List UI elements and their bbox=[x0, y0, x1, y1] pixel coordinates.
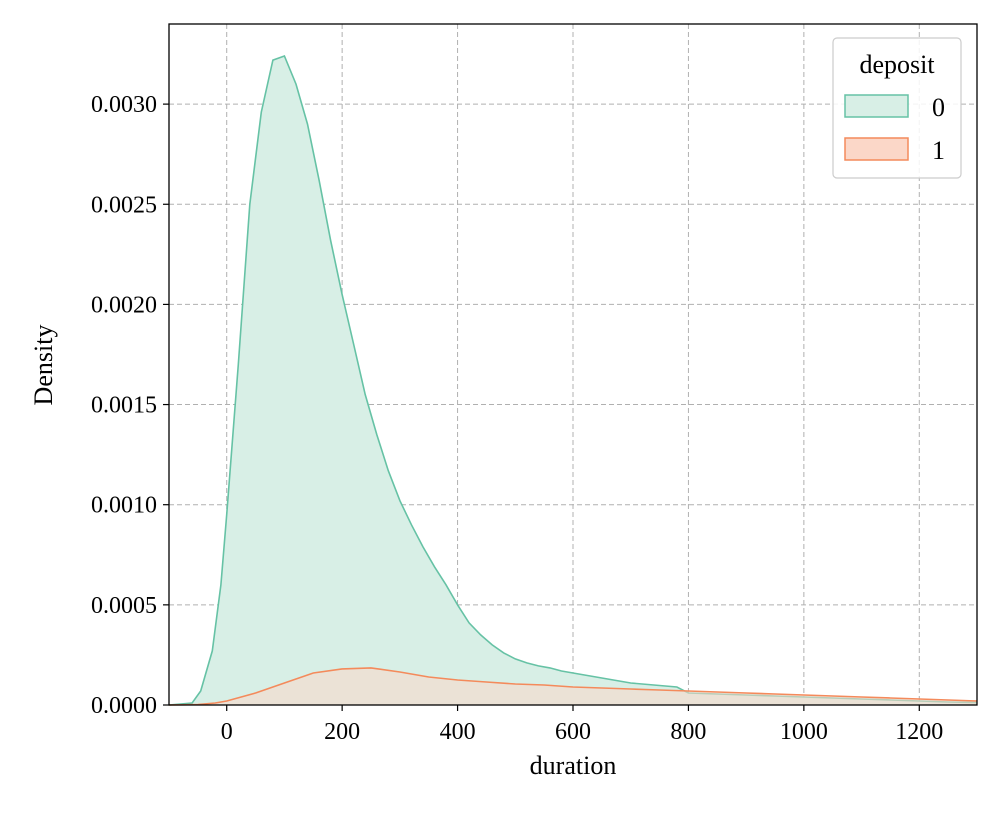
y-tick-label-6: 0.0030 bbox=[91, 92, 157, 118]
legend-swatch-1 bbox=[844, 137, 909, 161]
density-areas bbox=[168, 54, 978, 706]
x-tick-label-2: 400 bbox=[440, 719, 476, 745]
y-tick-label-0: 0.0000 bbox=[91, 693, 157, 719]
x-axis-ticks: 0 200 400 600 800 1000 1200 bbox=[221, 705, 943, 745]
legend-label-0: 0 bbox=[932, 93, 945, 122]
legend: deposit 0 1 bbox=[832, 37, 962, 179]
x-tick-label-5: 1000 bbox=[780, 719, 828, 745]
x-tick-label-3: 600 bbox=[555, 719, 591, 745]
x-tick-label-6: 1200 bbox=[895, 719, 943, 745]
y-axis-label: Density bbox=[29, 325, 58, 406]
y-tick-label-2: 0.0010 bbox=[91, 493, 157, 519]
density-fill-1 bbox=[169, 667, 977, 705]
y-tick-label-3: 0.0015 bbox=[91, 393, 157, 419]
x-tick-label-4: 800 bbox=[670, 719, 706, 745]
x-tick-label-1: 200 bbox=[324, 719, 360, 745]
legend-swatch-0 bbox=[844, 94, 909, 118]
y-tick-label-4: 0.0020 bbox=[91, 292, 157, 318]
x-axis-label: duration bbox=[530, 751, 617, 780]
legend-title: deposit bbox=[859, 50, 935, 79]
y-tick-label-5: 0.0025 bbox=[91, 192, 157, 218]
y-tick-label-1: 0.0005 bbox=[91, 593, 157, 619]
y-axis-ticks: 0.0000 0.0005 0.0010 0.0015 0.0020 0.0025 0.00… bbox=[91, 92, 169, 719]
density-fill-0 bbox=[169, 56, 977, 705]
legend-label-1: 1 bbox=[932, 136, 945, 165]
density-line-1 bbox=[168, 667, 978, 706]
x-tick-label-0: 0 bbox=[221, 719, 233, 745]
